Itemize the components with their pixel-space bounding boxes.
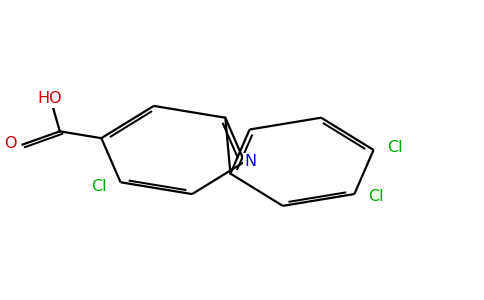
Text: Cl: Cl (387, 140, 403, 154)
Text: N: N (244, 154, 257, 169)
Text: Cl: Cl (91, 179, 107, 194)
Text: O: O (4, 136, 17, 151)
Text: HO: HO (38, 91, 62, 106)
Text: Cl: Cl (368, 190, 384, 205)
